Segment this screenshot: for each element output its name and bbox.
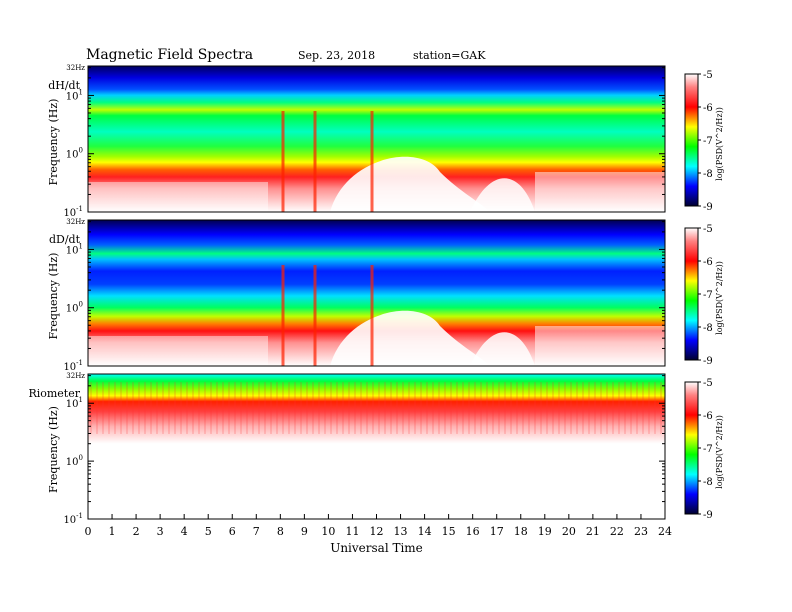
xtick-label: 18 bbox=[514, 525, 528, 538]
colorbar-tick-label: -9 bbox=[703, 510, 713, 521]
page-title: Magnetic Field Spectra bbox=[86, 47, 254, 63]
xtick-label: 20 bbox=[562, 525, 576, 538]
colorbar-tick-label: -8 bbox=[703, 323, 713, 334]
xtick-label: 19 bbox=[538, 525, 552, 538]
panel-1: 101 100 10-1 32Hz dH/dt Frequency (Hz) -5 -6 -7 -… bbox=[47, 64, 724, 219]
quiet-region bbox=[470, 178, 535, 212]
station-label: station=GAK bbox=[413, 49, 486, 62]
y-axis-label: Frequency (Hz) bbox=[47, 253, 60, 340]
xtick-label: 0 bbox=[85, 525, 92, 538]
plot-frame bbox=[87, 219, 666, 367]
colorbar bbox=[684, 227, 699, 361]
xtick-label: 3 bbox=[157, 525, 164, 538]
colorbar-tick-label: -7 bbox=[703, 444, 713, 455]
xtick-label: 21 bbox=[586, 525, 600, 538]
ytick-label: 101 bbox=[66, 242, 83, 256]
panel-2: 101 100 10-1 32Hz dD/dt Frequency (Hz) -5 -6 -7 -… bbox=[47, 218, 724, 373]
colorbar-tick-label: -7 bbox=[703, 290, 713, 301]
colorbar-tick-label: -8 bbox=[703, 169, 713, 180]
xtick-label: 11 bbox=[345, 525, 359, 538]
colorbar bbox=[684, 381, 699, 515]
date-label: Sep. 23, 2018 bbox=[298, 49, 376, 62]
y-axis-label: Frequency (Hz) bbox=[47, 406, 60, 493]
colorbar-tick-label: -7 bbox=[703, 136, 713, 147]
xtick-label: 16 bbox=[466, 525, 480, 538]
panel-label: Riometer bbox=[28, 387, 80, 400]
quiet-region bbox=[535, 326, 665, 366]
colorbar-label: log(PSD(V^2/Hz)) bbox=[715, 415, 724, 489]
spectrogram-image bbox=[88, 374, 665, 519]
ytick-label: 10-1 bbox=[63, 359, 83, 373]
xtick-label: 10 bbox=[321, 525, 335, 538]
colorbar-tick-label: -9 bbox=[703, 202, 713, 213]
colorbar-tick-label: -5 bbox=[703, 224, 713, 235]
xtick-label: 9 bbox=[301, 525, 308, 538]
panel-label: dH/dt bbox=[48, 79, 80, 92]
quiet-region bbox=[330, 310, 490, 366]
xtick-label: 7 bbox=[253, 525, 260, 538]
colorbar-label: log(PSD(V^2/Hz)) bbox=[715, 261, 724, 335]
xtick-label: 17 bbox=[490, 525, 504, 538]
ytick-label: 10-1 bbox=[63, 512, 83, 526]
xtick-label: 24 bbox=[658, 525, 672, 538]
xtick-label: 6 bbox=[229, 525, 236, 538]
ytick-label: 10-1 bbox=[63, 205, 83, 219]
xtick-label: 14 bbox=[418, 525, 432, 538]
xtick-label: 15 bbox=[442, 525, 456, 538]
colorbar-tick-label: -6 bbox=[703, 103, 713, 114]
quiet-region bbox=[330, 156, 490, 212]
quiet-region bbox=[535, 172, 665, 212]
xtick-label: 2 bbox=[133, 525, 140, 538]
xtick-label: 5 bbox=[205, 525, 212, 538]
ytick-label: 100 bbox=[66, 454, 83, 468]
colorbar-tick-label: -8 bbox=[703, 477, 713, 488]
top-freq-label: 32Hz bbox=[66, 218, 85, 226]
quiet-region bbox=[88, 336, 268, 366]
colorbar-label: log(PSD(V^2/Hz)) bbox=[715, 107, 724, 181]
top-freq-label: 32Hz bbox=[66, 64, 85, 72]
plot-frame bbox=[87, 65, 666, 213]
xtick-label: 4 bbox=[181, 525, 188, 538]
ytick-label: 101 bbox=[66, 396, 83, 410]
colorbar-tick-label: -9 bbox=[703, 356, 713, 367]
panel-label: dD/dt bbox=[49, 233, 81, 246]
top-freq-label: 32Hz bbox=[66, 372, 85, 380]
xtick-label: 8 bbox=[277, 525, 284, 538]
xtick-label: 1 bbox=[109, 525, 116, 538]
ytick-label: 101 bbox=[66, 88, 83, 102]
quiet-region bbox=[470, 332, 535, 366]
colorbar-tick-label: -5 bbox=[703, 378, 713, 389]
xtick-label: 23 bbox=[634, 525, 648, 538]
quiet-region bbox=[88, 182, 268, 212]
colorbar-tick-label: -6 bbox=[703, 257, 713, 268]
xtick-label: 12 bbox=[370, 525, 384, 538]
ytick-label: 100 bbox=[66, 147, 83, 161]
xtick-label: 13 bbox=[394, 525, 408, 538]
colorbar bbox=[684, 73, 699, 207]
ytick-label: 100 bbox=[66, 301, 83, 315]
xtick-label: 22 bbox=[610, 525, 624, 538]
colorbar-tick-label: -6 bbox=[703, 411, 713, 422]
x-axis-label: Universal Time bbox=[330, 541, 423, 555]
colorbar-tick-label: -5 bbox=[703, 70, 713, 81]
panel-3: 101 100 10-1 32Hz Riometer Frequency (Hz) -5 -6… bbox=[28, 372, 724, 526]
y-axis-label: Frequency (Hz) bbox=[47, 99, 60, 186]
